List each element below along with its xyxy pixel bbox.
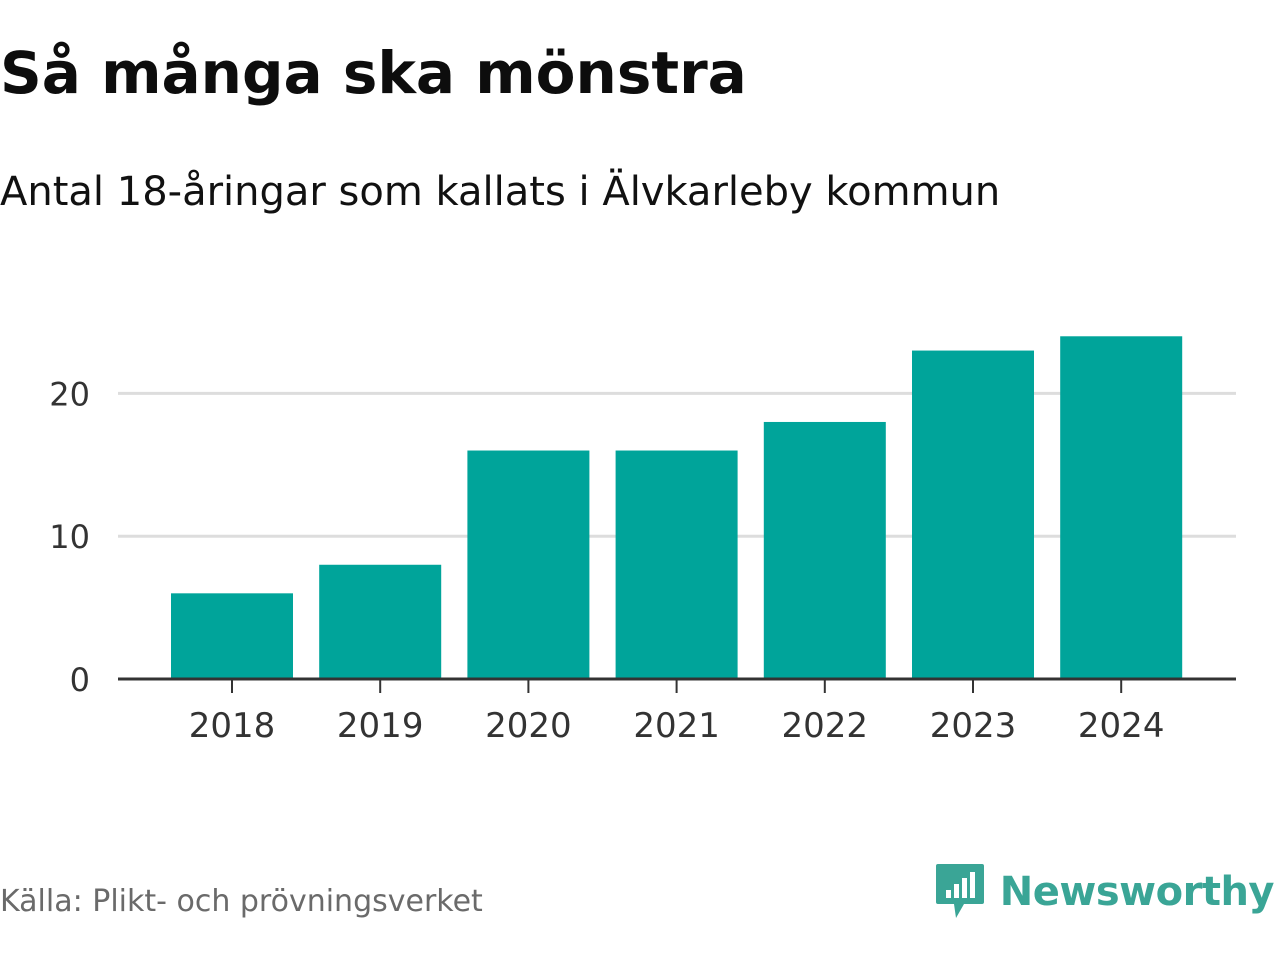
bar-2020 (467, 450, 590, 679)
x-tick-label: 2020 (485, 706, 572, 746)
y-tick-label: 0 (70, 661, 90, 699)
brand-name: Newsworthy (999, 869, 1275, 915)
bar-2021 (615, 450, 738, 679)
bar-chart-speech-bubble-icon (935, 864, 984, 918)
x-tick-label: 2021 (633, 706, 720, 746)
x-tick-label: 2018 (189, 706, 276, 746)
y-tick-label: 20 (49, 375, 90, 413)
bar-2023 (912, 350, 1034, 679)
bar-2024 (1060, 336, 1183, 679)
source-note: Källa: Plikt- och prövningsverket (0, 884, 483, 919)
chart-subtitle: Antal 18-åringar som kallats i Älvkarleb… (0, 169, 1001, 215)
bar-2018 (171, 593, 293, 679)
y-tick-label: 10 (49, 518, 90, 556)
bar-2019 (319, 564, 442, 679)
x-tick-label: 2019 (337, 706, 424, 746)
brand-logo: Newsworthy (934, 862, 1275, 922)
x-tick-label: 2023 (930, 706, 1017, 746)
x-tick-label: 2022 (782, 706, 869, 746)
bar-2022 (763, 421, 886, 679)
chart-title: Så många ska mönstra (0, 39, 747, 107)
x-tick-label: 2024 (1078, 706, 1165, 746)
